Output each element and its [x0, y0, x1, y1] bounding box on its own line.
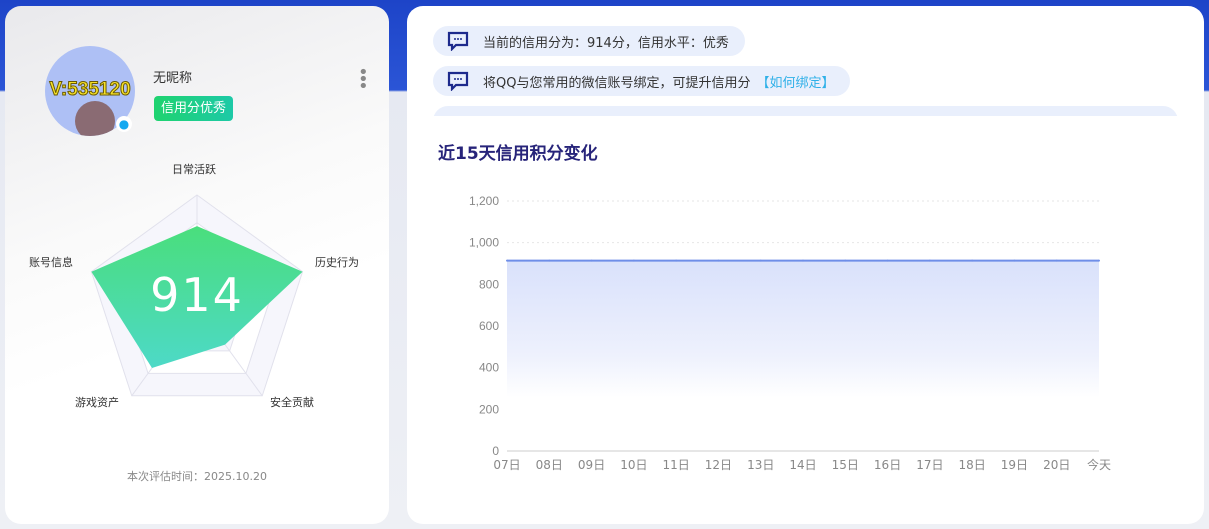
data-point[interactable]	[590, 259, 593, 262]
x-tick-label: 08日	[536, 458, 563, 472]
qq-penguin-icon: ●	[116, 116, 132, 132]
x-tick-label: 14日	[789, 458, 816, 472]
x-tick-label: 今天	[1087, 457, 1111, 472]
avatar[interactable]: V:535120	[45, 46, 135, 136]
x-tick-label: 11日	[663, 458, 690, 472]
y-tick-label: 1,000	[469, 236, 499, 250]
message-text: 将QQ与您常用的微信账号绑定，可提升信用分	[483, 75, 751, 91]
data-point[interactable]	[632, 259, 635, 262]
data-point[interactable]	[675, 259, 678, 262]
chart-title: 近15天信用积分变化	[438, 144, 598, 164]
x-tick-label: 10日	[620, 458, 647, 472]
avatar-vip-text: V:535120	[49, 79, 131, 101]
chat-bubble-icon	[447, 31, 469, 51]
y-tick-label: 800	[479, 277, 499, 291]
message-score: 当前的信用分为：914分，信用水平：优秀	[433, 26, 745, 56]
y-tick-label: 200	[479, 402, 499, 416]
y-tick-label: 0	[492, 444, 499, 458]
data-point[interactable]	[928, 259, 931, 262]
data-point[interactable]	[844, 259, 847, 262]
x-tick-label: 15日	[832, 458, 859, 472]
credit-trend-chart: 0 200 400 600 800 1,000 1,200 07日 08日 09日 10日 11日 12…	[469, 194, 1111, 472]
nickname: 无昵称	[153, 71, 193, 86]
x-tick-label: 20日	[1043, 458, 1070, 472]
radar-label-account: 账号信息	[29, 256, 73, 269]
radar-chart	[90, 194, 304, 397]
x-tick-label: 17日	[916, 458, 943, 472]
evaluation-time: 本次评估时间：2025.10.20	[127, 470, 267, 483]
credit-score: 914	[150, 268, 244, 322]
data-point[interactable]	[802, 259, 804, 262]
y-tick-label: 400	[479, 361, 499, 375]
credit-level-badge: 信用分优秀	[154, 96, 234, 121]
data-point[interactable]	[1098, 259, 1100, 262]
avatar-image	[75, 101, 115, 136]
profile-card: V:535120 ● 无昵称 信用分优秀 • • • 日常活跃 历史行为 安全贡献 …	[5, 6, 389, 524]
x-tick-label: 18日	[959, 458, 986, 472]
message-text: 当前的信用分为：914分，信用水平：优秀	[483, 35, 729, 51]
radar-data-area	[91, 226, 303, 368]
data-point[interactable]	[759, 259, 762, 262]
x-tick-label: 07日	[493, 458, 520, 472]
radar-label-assets: 游戏资产	[75, 396, 119, 409]
data-point[interactable]	[717, 259, 720, 262]
data-point[interactable]	[886, 259, 889, 262]
data-point[interactable]	[971, 259, 974, 262]
radar-label-daily: 日常活跃	[172, 163, 216, 176]
data-point[interactable]	[548, 259, 551, 262]
chat-bubble-icon	[447, 71, 469, 91]
x-tick-label: 12日	[705, 458, 732, 472]
x-tick-label: 13日	[747, 458, 774, 472]
data-point[interactable]	[1055, 259, 1058, 262]
message-list-clipped[interactable]	[433, 106, 1178, 116]
x-tick-label: 19日	[1001, 458, 1028, 472]
area-fill	[507, 260, 1099, 451]
credit-detail-card: 当前的信用分为：914分，信用水平：优秀 将QQ与您常用的微信账号绑定，可提升信…	[407, 6, 1204, 524]
radar-label-security: 安全贡献	[270, 396, 314, 409]
data-point[interactable]	[506, 259, 508, 262]
y-tick-label: 600	[479, 319, 499, 333]
y-tick-label: 1,200	[469, 194, 499, 208]
message-bind-wechat: 将QQ与您常用的微信账号绑定，可提升信用分 【如何绑定】	[433, 66, 851, 96]
data-point[interactable]	[1013, 259, 1016, 262]
radar-label-history: 历史行为	[315, 256, 359, 269]
more-vertical-icon[interactable]: • • •	[358, 62, 369, 97]
x-tick-label: 16日	[874, 458, 901, 472]
how-to-bind-link[interactable]: 【如何绑定】	[756, 75, 835, 91]
x-tick-label: 09日	[578, 458, 605, 472]
